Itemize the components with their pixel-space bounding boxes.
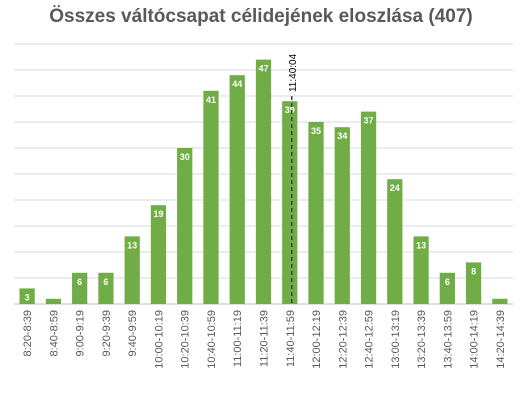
x-tick-label: 14:00-14:19 xyxy=(469,310,481,369)
x-tick-label: 11:40-11:59 xyxy=(285,310,297,367)
bar xyxy=(465,262,482,304)
data-label: 6 xyxy=(77,277,82,287)
bar xyxy=(150,205,167,304)
x-tick-label: 9:40-9:59 xyxy=(127,310,139,356)
x-tick-label: 11:20-11:39 xyxy=(259,310,271,367)
x-tick-label: 12:00-12:19 xyxy=(311,310,323,369)
data-label: 13 xyxy=(127,240,137,250)
bar xyxy=(439,272,455,304)
data-label: 39 xyxy=(285,105,295,115)
x-tick-label: 9:20-9:39 xyxy=(101,310,113,356)
data-label: 35 xyxy=(311,126,321,136)
bar xyxy=(19,288,35,304)
bar xyxy=(360,111,377,304)
bar xyxy=(72,272,88,304)
chart-title: Összes váltócsapat célidejének eloszlása… xyxy=(49,6,473,27)
bar xyxy=(177,148,193,304)
bar xyxy=(229,75,245,304)
bar xyxy=(492,298,508,304)
bar xyxy=(98,272,114,304)
data-label: 37 xyxy=(364,116,374,126)
bar xyxy=(255,59,272,304)
bar xyxy=(387,179,403,304)
data-label: 44 xyxy=(232,79,242,89)
data-label: 34 xyxy=(337,131,347,141)
bar xyxy=(334,127,350,304)
x-tick-label: 13:00-13:19 xyxy=(390,310,402,369)
x-tick-label: 10:00-10:19 xyxy=(153,310,165,369)
x-tick-label: 12:40-12:59 xyxy=(364,310,376,369)
data-label: 41 xyxy=(206,95,216,105)
data-label: 6 xyxy=(445,277,450,287)
x-tick-label: 11:00-11:19 xyxy=(232,310,244,367)
x-tick-labels: 8:20-8:39 8:40-8:59 9:00-9:19 9:20-9:39 9:40… xyxy=(22,310,507,369)
bar xyxy=(203,90,219,304)
bar xyxy=(282,101,298,304)
x-tick-label: 8:40-8:59 xyxy=(48,310,60,356)
bars xyxy=(19,59,508,304)
marker-label: 11:40:04 xyxy=(288,53,299,92)
data-label: 19 xyxy=(153,209,163,219)
data-label: 30 xyxy=(180,152,190,162)
data-label: 24 xyxy=(390,183,400,193)
data-label: 1 xyxy=(51,303,56,313)
bar xyxy=(413,236,429,304)
data-labels: 3 1 6 6 13 19 30 41 44 47 39 35 34 37 24 13 6 8 1 xyxy=(25,64,503,313)
data-label: 47 xyxy=(258,64,268,74)
data-label: 6 xyxy=(103,277,108,287)
data-label: 1 xyxy=(497,303,502,313)
bar xyxy=(308,122,324,304)
bar xyxy=(124,236,140,304)
data-label: 3 xyxy=(25,292,30,302)
x-tick-label: 8:20-8:39 xyxy=(22,310,34,356)
bar xyxy=(45,298,62,304)
data-label: 13 xyxy=(416,240,426,250)
data-label: 8 xyxy=(471,266,476,276)
x-tick-label: 10:20-10:39 xyxy=(180,310,192,369)
x-tick-label: 13:20-13:39 xyxy=(416,310,428,369)
x-tick-label: 13:40-13:59 xyxy=(442,310,454,369)
x-tick-label: 9:00-9:19 xyxy=(75,310,87,356)
x-tick-label: 14:20-14:39 xyxy=(495,310,507,369)
x-tick-label: 12:20-12:39 xyxy=(337,310,349,369)
x-tick-label: 10:40-10:59 xyxy=(206,310,218,369)
median-marker: 11:40:04 xyxy=(288,53,299,304)
